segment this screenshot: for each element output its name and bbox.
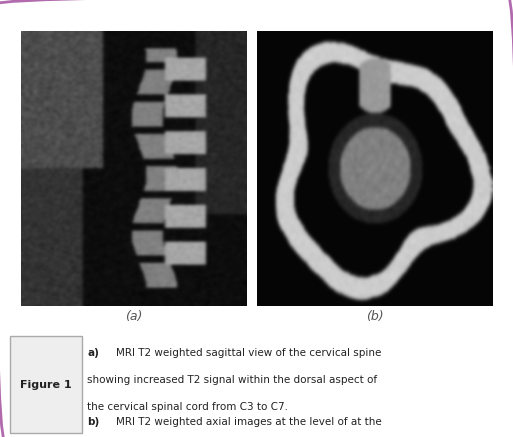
Text: (b): (b) xyxy=(366,310,383,323)
Text: a): a) xyxy=(87,348,99,358)
Text: MRI T2 weighted axial images at the level of at the: MRI T2 weighted axial images at the leve… xyxy=(116,417,382,427)
FancyBboxPatch shape xyxy=(10,336,82,433)
Text: Figure 1: Figure 1 xyxy=(21,380,72,389)
Text: the cervical spinal cord from C3 to C7.: the cervical spinal cord from C3 to C7. xyxy=(87,402,288,412)
Text: b): b) xyxy=(87,417,100,427)
Text: (a): (a) xyxy=(125,310,142,323)
Text: MRI T2 weighted sagittal view of the cervical spine: MRI T2 weighted sagittal view of the cer… xyxy=(116,348,382,358)
Text: showing increased T2 signal within the dorsal aspect of: showing increased T2 signal within the d… xyxy=(87,375,378,385)
